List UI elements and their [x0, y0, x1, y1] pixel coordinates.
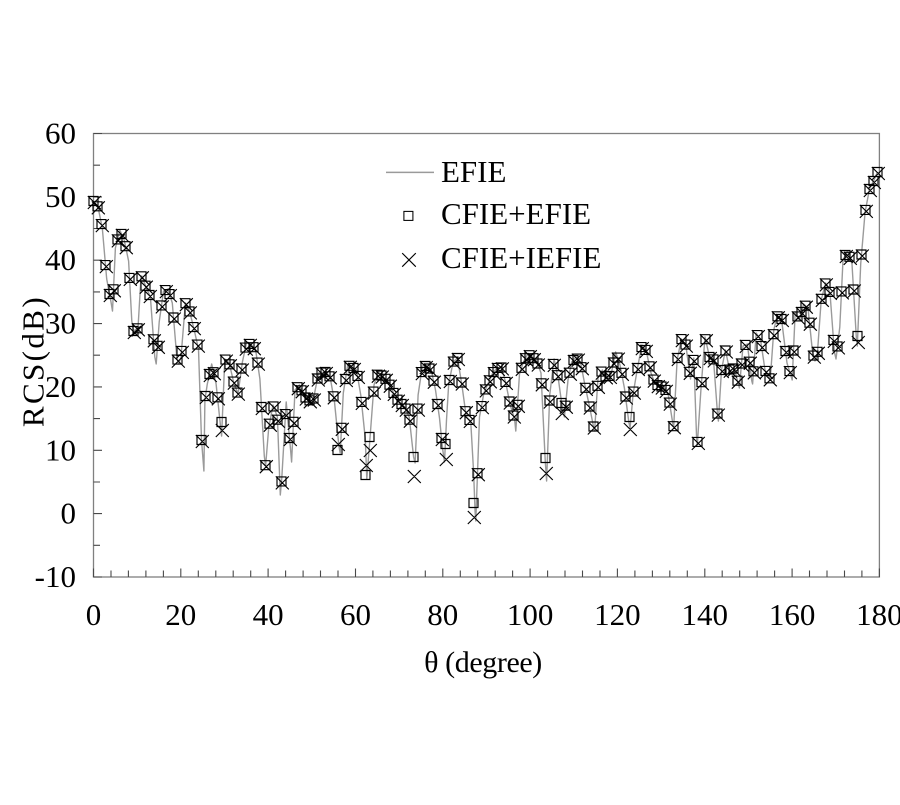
svg-text:20: 20 — [165, 597, 196, 632]
svg-text:160: 160 — [769, 597, 816, 632]
svg-text:RCS(dB): RCS(dB) — [16, 295, 51, 427]
svg-text:80: 80 — [427, 597, 458, 632]
svg-text:60: 60 — [45, 116, 76, 151]
svg-text:40: 40 — [253, 597, 284, 632]
svg-text:CFIE+IEFIE: CFIE+IEFIE — [441, 240, 601, 275]
svg-text:40: 40 — [45, 242, 76, 277]
svg-text:140: 140 — [682, 597, 729, 632]
svg-text:CFIE+EFIE: CFIE+EFIE — [441, 196, 591, 231]
svg-text:20: 20 — [45, 369, 76, 404]
svg-text:-10: -10 — [35, 559, 76, 594]
svg-text:0: 0 — [61, 496, 77, 531]
svg-text:0: 0 — [86, 597, 102, 632]
svg-text:60: 60 — [340, 597, 371, 632]
svg-text:30: 30 — [45, 306, 76, 341]
svg-text:100: 100 — [507, 597, 554, 632]
svg-text:180: 180 — [856, 597, 900, 632]
svg-text:50: 50 — [45, 179, 76, 214]
svg-text:10: 10 — [45, 432, 76, 467]
svg-text:EFIE: EFIE — [441, 154, 506, 189]
svg-text:120: 120 — [594, 597, 641, 632]
svg-text:θ (degree): θ (degree) — [424, 646, 542, 679]
